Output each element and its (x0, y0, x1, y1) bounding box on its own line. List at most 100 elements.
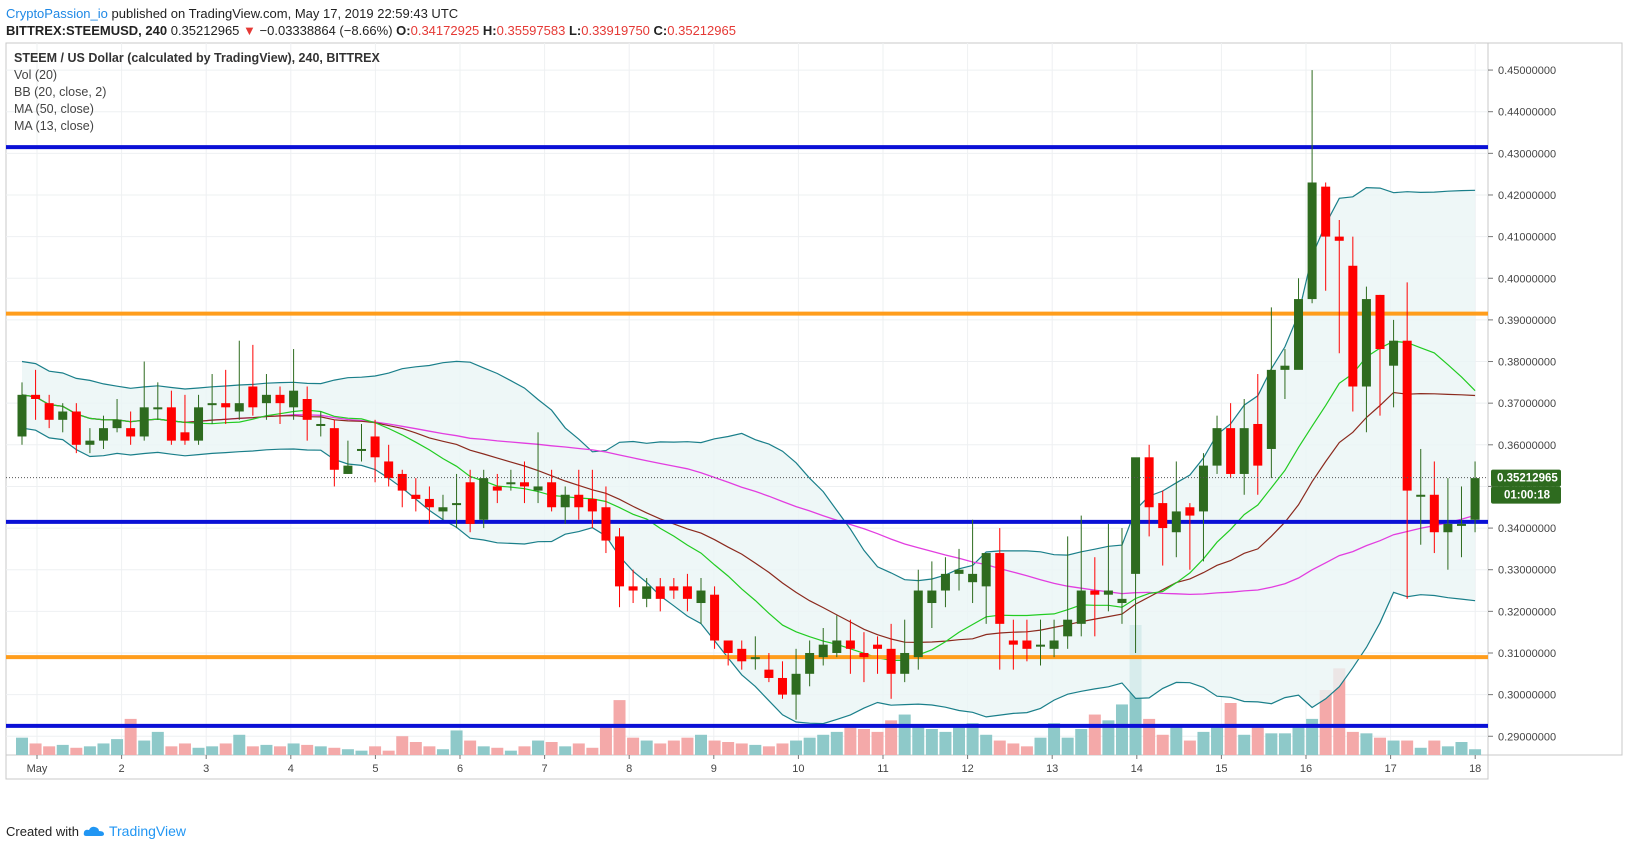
horizontal-levels (6, 145, 1488, 728)
volume-bar-14 (206, 746, 219, 755)
volume-bar-41 (572, 743, 585, 755)
volume-bar-37 (518, 746, 531, 755)
candle-body-76 (1049, 640, 1059, 649)
legend-ma50[interactable]: MA (50, close) (14, 102, 94, 116)
author-link[interactable]: CryptoPassion_io (6, 6, 108, 21)
candle-body-31 (438, 507, 448, 512)
volume-bar-56 (776, 743, 789, 755)
volume-bar-86 (1183, 740, 1196, 755)
time-scale-frame (5, 754, 1489, 780)
candle-body-44 (615, 536, 625, 587)
volume-bar-66 (912, 726, 925, 755)
candle-body-51 (710, 594, 720, 641)
candle-14 (207, 374, 217, 424)
volume-bar-103 (1414, 747, 1427, 755)
legend-ma13[interactable]: MA (13, close) (14, 119, 94, 133)
candle-body-17 (248, 386, 258, 408)
volume-bar-38 (532, 740, 545, 755)
candle-80 (1103, 523, 1113, 612)
candle-25 (357, 423, 366, 462)
candle-13 (194, 394, 204, 445)
date-tick-label-3: 4 (288, 763, 294, 775)
candle-body-18 (261, 394, 271, 404)
volume-bar-5 (83, 746, 96, 755)
volume-bar-84 (1156, 734, 1169, 755)
candle-body-98 (1348, 265, 1358, 387)
ohlc-line: BITTREX:STEEMUSD, 240 0.35212965 ▼ −0.03… (6, 23, 736, 38)
candle-body-80 (1103, 590, 1113, 595)
candle-41 (574, 469, 584, 520)
date-tick-label-4: 5 (372, 763, 378, 775)
volume-bar-77 (1061, 737, 1074, 755)
volume-bar-71 (980, 734, 993, 755)
date-tick-label-17: 18 (1469, 763, 1481, 775)
candle-body-13 (194, 407, 204, 441)
tradingview-brand[interactable]: TradingView (108, 823, 187, 839)
candle-18 (261, 374, 271, 420)
volume-bar-75 (1034, 737, 1047, 755)
volume-bar-27 (382, 750, 395, 755)
candle-9 (139, 361, 149, 441)
legend-bb[interactable]: BB (20, close, 2) (14, 85, 106, 99)
price-tick-label-3: 0.32000000 (1498, 606, 1556, 618)
candle-body-104 (1429, 494, 1439, 533)
candle-body-42 (587, 498, 597, 512)
candle-body-19 (275, 394, 285, 404)
candle-body-83 (1144, 457, 1154, 508)
candle-body-89 (1226, 428, 1236, 474)
candle-71 (981, 553, 991, 624)
candle-body-16 (234, 403, 244, 412)
volume-bar-85 (1170, 726, 1183, 755)
price-tick-label-9: 0.38000000 (1498, 357, 1556, 369)
candle-70 (968, 519, 978, 604)
candle-body-48 (669, 586, 679, 591)
date-tick-label-2: 3 (203, 763, 209, 775)
legend-vol[interactable]: Vol (20) (14, 68, 57, 82)
candle-104 (1429, 461, 1439, 554)
candle-body-91 (1253, 423, 1263, 466)
candle-30 (424, 486, 434, 524)
candle-body-10 (153, 407, 163, 410)
candle-63 (873, 636, 883, 674)
volume-bar-91 (1251, 726, 1264, 755)
date-tick-label-14: 15 (1215, 763, 1227, 775)
candle-body-77 (1063, 619, 1073, 637)
volume-bar-15 (219, 743, 232, 755)
volume-bar-72 (993, 740, 1006, 755)
volume-bar-50 (695, 734, 707, 755)
countdown-badge (1491, 486, 1561, 504)
candle-28 (397, 469, 407, 508)
candle-51 (710, 586, 720, 649)
candle-body-105 (1443, 523, 1453, 533)
candle-body-40 (560, 494, 570, 508)
volume-bar-30 (423, 746, 436, 755)
footer: Created with TradingView (6, 823, 186, 839)
volume-bar-107 (1469, 749, 1482, 755)
volume-bar-7 (111, 739, 124, 755)
candle-body-84 (1158, 503, 1168, 529)
date-tick-label-11: 12 (961, 763, 973, 775)
candle-59 (818, 628, 828, 666)
last-price-badge (1491, 469, 1561, 487)
volume-bar-76 (1048, 723, 1061, 755)
volume-bar-93 (1278, 733, 1291, 755)
volume-bar-24 (341, 749, 354, 755)
volume-bar-61 (844, 726, 857, 755)
candle-38 (533, 432, 543, 504)
volume-bar-62 (857, 729, 870, 755)
candle-53 (737, 640, 747, 670)
volume-bar-34 (477, 746, 490, 755)
candle-body-53 (737, 648, 747, 662)
candle-54 (750, 636, 760, 670)
candle-106 (1456, 486, 1466, 558)
price-tick-label-12: 0.41000000 (1498, 232, 1556, 244)
volume-bar-39 (545, 742, 558, 755)
candle-29 (411, 478, 421, 512)
candle-body-7 (112, 419, 122, 429)
volume-bar-32 (450, 730, 463, 755)
candle-body-99 (1361, 299, 1371, 387)
legend: STEEM / US Dollar (calculated by Trading… (14, 51, 380, 133)
volume-bar-54 (749, 744, 762, 755)
candle-0 (17, 382, 27, 445)
